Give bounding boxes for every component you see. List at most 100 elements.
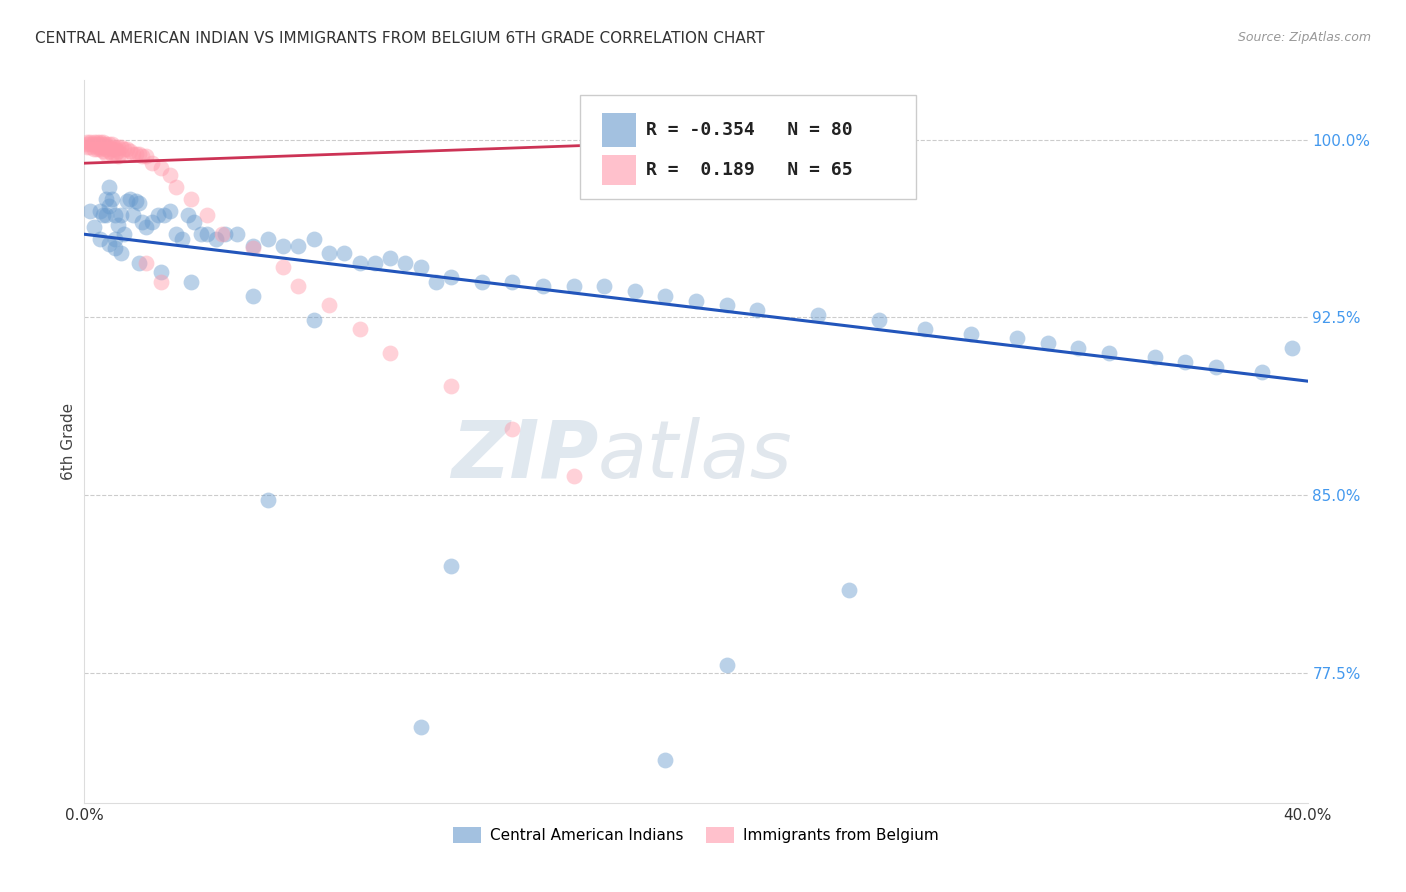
Point	[183, 215, 205, 229]
Point	[110, 208, 132, 222]
Point	[101, 137, 124, 152]
Point	[177, 208, 200, 222]
Point	[180, 275, 202, 289]
Point	[122, 208, 145, 222]
Point	[86, 139, 108, 153]
Point	[83, 135, 105, 149]
Point	[94, 208, 117, 222]
Point	[593, 279, 616, 293]
Point	[131, 215, 153, 229]
Point	[149, 275, 172, 289]
Point	[83, 220, 105, 235]
Point	[242, 239, 264, 253]
Point	[101, 192, 124, 206]
Point	[89, 142, 111, 156]
Point	[425, 275, 447, 289]
Point	[502, 421, 524, 435]
Point	[440, 269, 463, 284]
Point	[153, 208, 176, 222]
Point	[79, 203, 101, 218]
Point	[97, 145, 120, 159]
Point	[104, 146, 127, 161]
Text: R =  0.189   N = 65: R = 0.189 N = 65	[645, 161, 852, 179]
Point	[125, 194, 148, 208]
Point	[562, 279, 585, 293]
Point	[1098, 345, 1121, 359]
Point	[104, 232, 127, 246]
Point	[110, 246, 132, 260]
Point	[97, 199, 120, 213]
Point	[807, 308, 830, 322]
Point	[83, 142, 105, 156]
Point	[747, 303, 769, 318]
Point	[716, 658, 738, 673]
Point	[89, 137, 111, 152]
Point	[120, 192, 142, 206]
Text: R = -0.354   N = 80: R = -0.354 N = 80	[645, 121, 852, 139]
Point	[128, 196, 150, 211]
Point	[440, 379, 463, 393]
Point	[654, 289, 676, 303]
Point	[89, 135, 111, 149]
Text: ZIP: ZIP	[451, 417, 598, 495]
Point	[165, 227, 187, 242]
Point	[149, 265, 172, 279]
Point	[112, 227, 135, 242]
Point	[1174, 355, 1197, 369]
Point	[79, 139, 101, 153]
Point	[409, 260, 432, 275]
Point	[502, 275, 524, 289]
Point	[101, 146, 124, 161]
Point	[349, 322, 371, 336]
Point	[104, 242, 127, 256]
Point	[257, 492, 280, 507]
Point	[394, 255, 416, 269]
Point	[94, 192, 117, 206]
Point	[91, 139, 114, 153]
Point	[190, 227, 212, 242]
Point	[380, 345, 402, 359]
Point	[107, 139, 129, 153]
Point	[1205, 359, 1227, 374]
Point	[205, 232, 228, 246]
Point	[141, 215, 163, 229]
Point	[287, 279, 309, 293]
Point	[1143, 351, 1166, 365]
Point	[149, 161, 172, 175]
Point	[302, 312, 325, 326]
Point	[685, 293, 707, 308]
Point	[1250, 365, 1272, 379]
Point	[89, 232, 111, 246]
Point	[97, 180, 120, 194]
Point	[107, 218, 129, 232]
Point	[76, 137, 98, 152]
Point	[94, 139, 117, 153]
Point	[242, 289, 264, 303]
Point	[271, 239, 294, 253]
Point	[172, 232, 194, 246]
FancyBboxPatch shape	[602, 154, 636, 185]
Point	[271, 260, 294, 275]
Point	[914, 322, 936, 336]
Text: Source: ZipAtlas.com: Source: ZipAtlas.com	[1237, 31, 1371, 45]
Point	[112, 142, 135, 156]
Point	[302, 232, 325, 246]
Text: atlas: atlas	[598, 417, 793, 495]
Point	[146, 208, 169, 222]
Point	[1005, 331, 1028, 345]
Point	[226, 227, 249, 242]
Point	[110, 139, 132, 153]
Point	[107, 149, 129, 163]
Point	[86, 142, 108, 156]
Point	[86, 137, 108, 152]
Point	[838, 582, 860, 597]
Point	[128, 146, 150, 161]
Point	[318, 246, 340, 260]
Point	[333, 246, 356, 260]
Point	[531, 279, 554, 293]
Point	[141, 156, 163, 170]
Point	[135, 220, 157, 235]
Point	[1036, 336, 1059, 351]
FancyBboxPatch shape	[579, 95, 917, 200]
Point	[97, 236, 120, 251]
